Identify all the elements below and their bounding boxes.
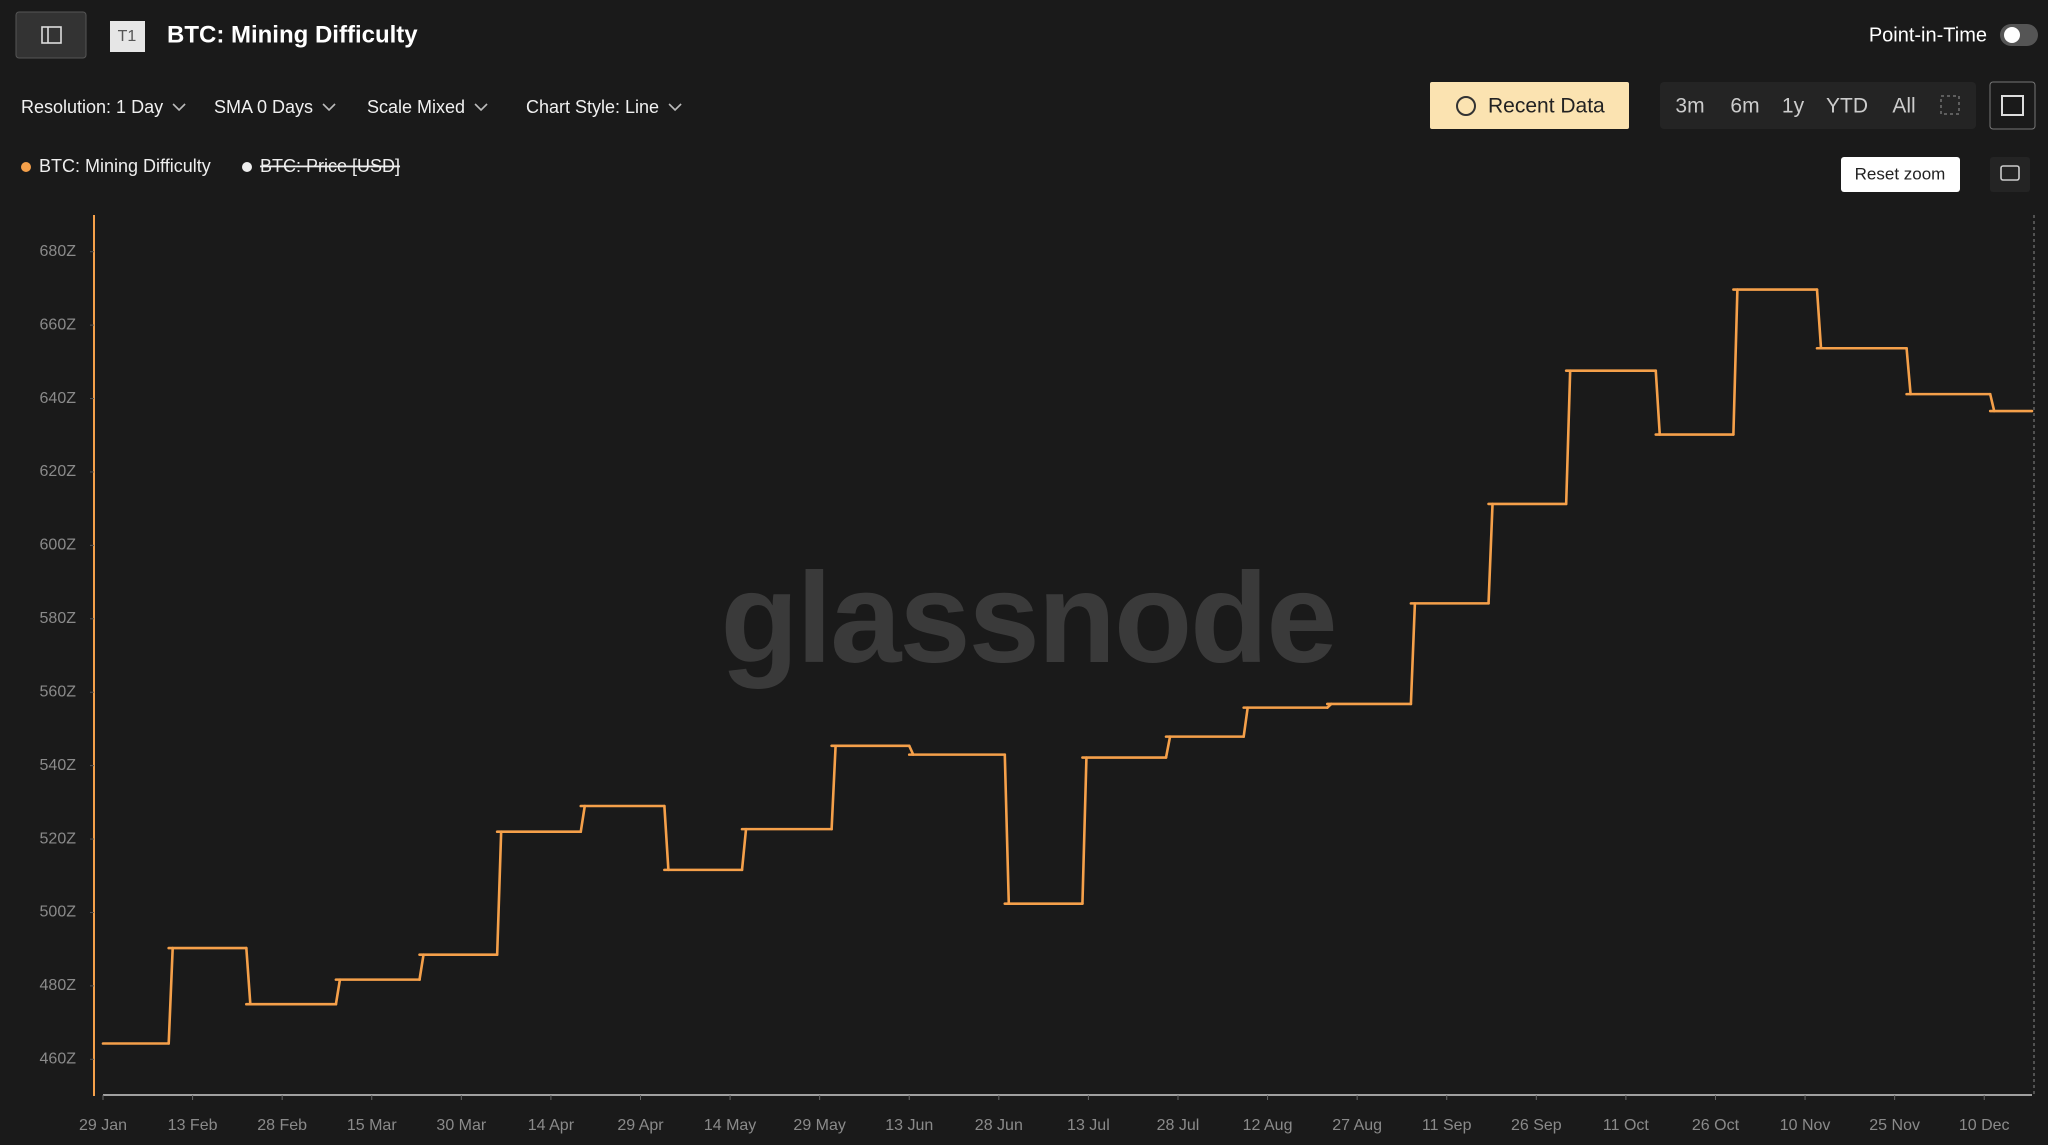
calendar-button[interactable]	[1989, 81, 2036, 130]
step-riser	[1409, 602, 1417, 706]
y-tick-label: 480Z	[40, 977, 77, 994]
camera-button[interactable]	[1990, 157, 2030, 192]
step-riser	[1081, 756, 1088, 905]
x-tick-label: 28 Jul	[1157, 1117, 1200, 1134]
history-icon	[1456, 96, 1476, 116]
range-button[interactable]: All	[1892, 95, 1915, 118]
step-riser	[245, 946, 252, 1006]
x-tick-label: 15 Mar	[347, 1117, 397, 1134]
dropdown-label[interactable]: SMA 0 Days	[214, 97, 313, 117]
y-tick-label: 660Z	[40, 316, 77, 333]
dropdown-chevron	[172, 103, 186, 112]
y-tick-label: 520Z	[40, 830, 77, 847]
step-riser	[1564, 369, 1572, 506]
dropdown-label[interactable]: Chart Style: Line	[526, 97, 659, 117]
step-riser	[1487, 502, 1494, 605]
y-tick-label: 540Z	[40, 757, 77, 774]
x-tick-label: 14 May	[704, 1117, 756, 1134]
x-tick-label: 13 Jul	[1067, 1117, 1110, 1134]
x-tick-label: 11 Oct	[1603, 1117, 1650, 1134]
sidebar-button[interactable]	[15, 11, 87, 59]
sidebar-icon	[41, 26, 62, 44]
x-tick-label: 26 Sep	[1511, 1117, 1562, 1134]
x-tick-label: 26 Oct	[1692, 1117, 1740, 1134]
x-tick-label: 10 Nov	[1780, 1117, 1831, 1134]
y-tick-label: 460Z	[40, 1051, 77, 1068]
tab-badge	[110, 21, 145, 52]
camera-icon	[2000, 165, 2020, 181]
x-tick-label: 29 Apr	[617, 1117, 664, 1134]
x-tick-label: 13 Jun	[885, 1117, 933, 1134]
dropdown-chevron	[474, 103, 488, 112]
y-tick-label: 620Z	[40, 463, 77, 480]
legend-dot	[21, 162, 31, 172]
legend-dot-hidden	[242, 162, 252, 172]
page-title: BTC: Mining Difficulty	[167, 21, 418, 48]
recent-data-button[interactable]	[1430, 82, 1629, 129]
step-riser	[907, 744, 915, 756]
x-tick-label: 10 Dec	[1959, 1117, 2010, 1134]
step-riser	[1905, 346, 1912, 396]
dropdown-chevron	[322, 103, 336, 112]
step-riser	[1242, 706, 1249, 738]
recent-data-label: Recent Data	[1488, 95, 1605, 118]
x-tick-label: 28 Jun	[975, 1117, 1023, 1134]
zoom-select-icon[interactable]	[1940, 95, 1960, 115]
step-riser	[740, 827, 748, 872]
y-tick-label: 560Z	[40, 683, 77, 700]
dropdown-label[interactable]: Resolution: 1 Day	[21, 97, 163, 117]
watermark: glassnode	[720, 547, 1335, 690]
calendar-icon	[2001, 95, 2024, 116]
legend-label[interactable]: BTC: Mining Difficulty	[39, 156, 211, 176]
x-tick-label: 13 Feb	[168, 1117, 218, 1134]
reset-zoom-label: Reset zoom	[1855, 164, 1946, 183]
x-tick-label: 25 Nov	[1869, 1117, 1920, 1134]
step-riser	[579, 804, 587, 834]
x-tick-label: 28 Feb	[257, 1117, 307, 1134]
x-tick-label: 12 Aug	[1243, 1117, 1293, 1134]
step-riser	[1815, 288, 1823, 350]
x-tick-label: 11 Sep	[1422, 1117, 1472, 1134]
step-riser	[830, 744, 837, 831]
step-riser	[418, 953, 425, 981]
dropdown-label[interactable]: Scale Mixed	[367, 97, 465, 117]
step-riser	[1732, 288, 1739, 436]
step-riser	[1164, 735, 1172, 759]
y-tick-label: 500Z	[40, 904, 77, 921]
x-tick-label: 29 May	[793, 1117, 845, 1134]
range-button[interactable]: 6m	[1730, 95, 1759, 118]
step-riser	[495, 830, 503, 956]
point-in-time-label: Point-in-Time	[1869, 24, 1987, 46]
range-button[interactable]: 3m	[1675, 95, 1704, 118]
x-tick-label: 27 Aug	[1332, 1117, 1382, 1134]
step-riser	[1988, 392, 1996, 413]
step-riser	[663, 804, 670, 872]
step-riser	[167, 946, 174, 1045]
legend-label-hidden[interactable]: BTC: Price [USD]	[260, 156, 400, 176]
y-tick-label: 600Z	[40, 537, 77, 554]
y-tick-label: 640Z	[40, 390, 77, 407]
range-group	[1660, 82, 1976, 129]
x-tick-label: 29 Jan	[79, 1117, 127, 1134]
toggle-knob	[2004, 27, 2020, 43]
dropdown-chevron	[668, 103, 682, 112]
range-button[interactable]: 1y	[1782, 95, 1805, 118]
x-tick-label: 30 Mar	[436, 1117, 486, 1134]
step-riser	[334, 978, 342, 1006]
tab-label: T1	[118, 28, 137, 45]
y-tick-label: 580Z	[40, 610, 77, 627]
step-riser	[1003, 753, 1011, 905]
y-tick-label: 680Z	[40, 243, 77, 260]
range-button[interactable]: YTD	[1826, 95, 1868, 118]
x-tick-label: 14 Apr	[528, 1117, 575, 1134]
reset-zoom-button[interactable]	[1841, 157, 1960, 192]
step-riser	[1654, 369, 1662, 436]
